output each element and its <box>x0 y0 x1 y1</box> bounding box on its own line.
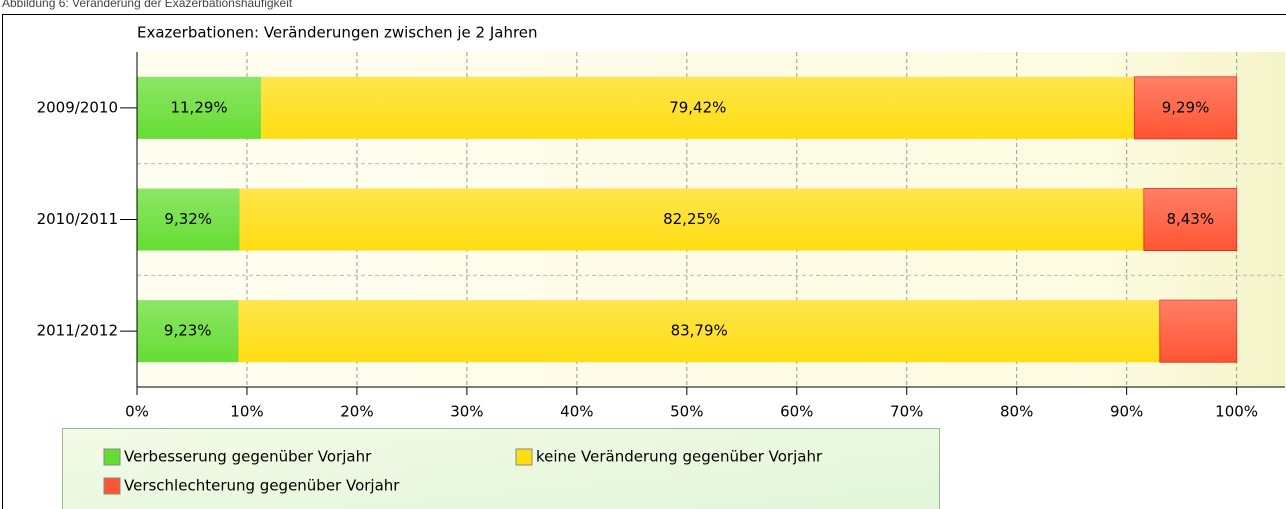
x-tick-label: 90% <box>1110 403 1143 421</box>
data-label: 9,29% <box>1162 98 1210 116</box>
x-tick-label: 100% <box>1215 403 1258 421</box>
x-tick-label: 50% <box>670 403 703 421</box>
y-tick-label: 2011/2012 <box>37 322 118 340</box>
legend-swatch <box>103 448 121 466</box>
x-tick-label: 10% <box>230 403 263 421</box>
legend-box <box>62 428 940 509</box>
bar-shine <box>1159 300 1237 363</box>
bar-shine <box>137 188 240 251</box>
bar-shine <box>239 188 1144 251</box>
legend-swatch <box>103 477 121 495</box>
x-tick-label: 60% <box>780 403 813 421</box>
data-label: 9,23% <box>164 322 212 340</box>
caption: Abbildung 6: Veränderung der Exazerbatio… <box>2 0 293 10</box>
x-tick-label: 20% <box>340 403 373 421</box>
bar-shine <box>137 76 262 139</box>
data-label: 11,29% <box>170 98 227 116</box>
bar-shine <box>1143 188 1237 251</box>
data-label: 9,32% <box>164 210 212 228</box>
y-tick-label: 2009/2010 <box>37 98 118 116</box>
x-tick-label: 30% <box>450 403 483 421</box>
data-label: 83,79% <box>671 322 728 340</box>
data-label: 8,43% <box>1166 210 1214 228</box>
bar-shine <box>238 300 1160 363</box>
x-tick-label: 80% <box>1000 403 1033 421</box>
y-tick-label: 2010/2011 <box>37 210 118 228</box>
data-label: 79,42% <box>669 98 726 116</box>
data-label: 82,25% <box>663 210 720 228</box>
x-tick-label: 40% <box>560 403 593 421</box>
legend-label: Verbesserung gegenüber Vorjahr <box>124 448 372 466</box>
x-tick-label: 70% <box>890 403 923 421</box>
x-tick-label: 0% <box>125 403 149 421</box>
legend-label: Verschlechterung gegenüber Vorjahr <box>124 477 400 495</box>
bar-shine <box>137 300 239 363</box>
bar-shine <box>261 76 1135 139</box>
chart-title: Exazerbationen: Veränderungen zwischen j… <box>137 24 538 42</box>
bar-shine <box>1134 76 1237 139</box>
legend-label: keine Veränderung gegenüber Vorjahr <box>536 448 823 466</box>
legend-swatch <box>515 448 533 466</box>
